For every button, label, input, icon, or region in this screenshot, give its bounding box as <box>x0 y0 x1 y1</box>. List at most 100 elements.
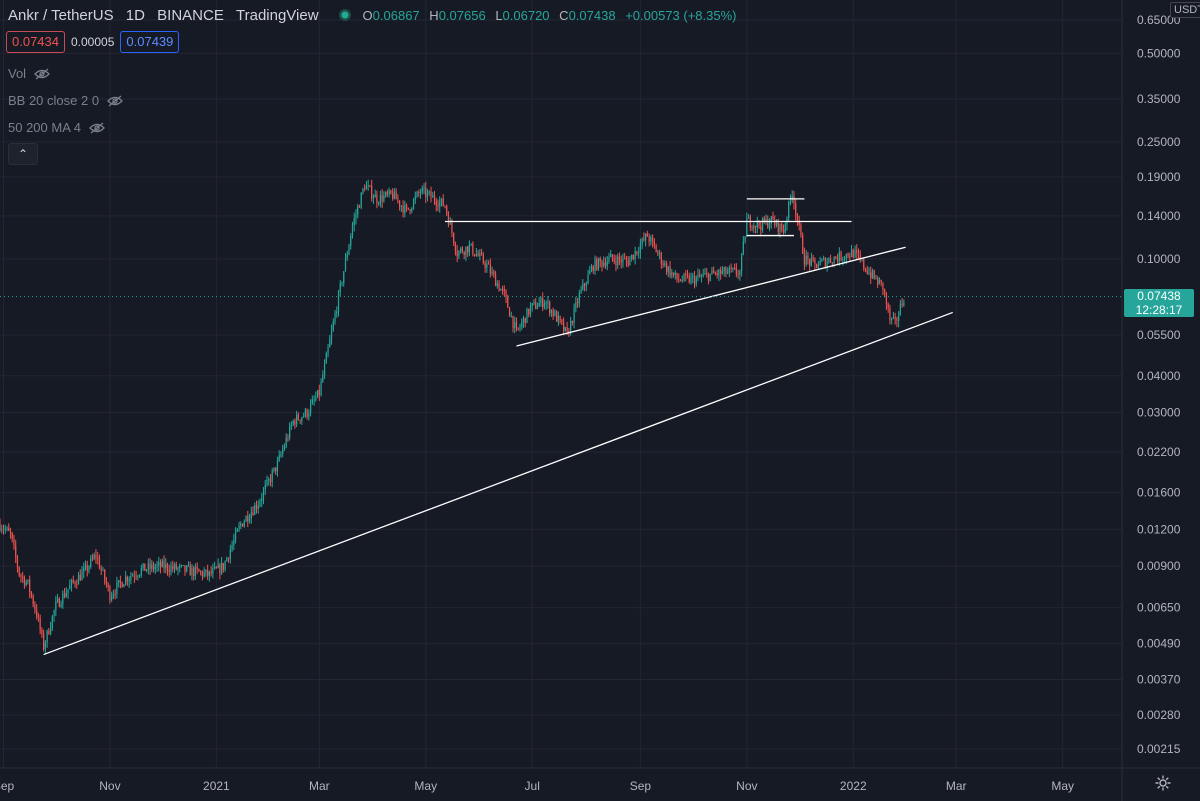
price-tick-label: 0.01600 <box>1137 486 1181 500</box>
candle-body <box>664 263 666 266</box>
candle-body <box>341 283 343 284</box>
trendline <box>43 311 953 656</box>
candle-body <box>53 610 55 616</box>
candle-body <box>170 566 172 573</box>
candle-body <box>386 192 388 194</box>
candle-body <box>238 525 240 530</box>
open-label: O <box>362 7 373 23</box>
candle-body <box>791 196 793 199</box>
candle-body <box>617 256 619 266</box>
candle-body <box>67 589 69 593</box>
indicator-volume[interactable]: Vol <box>8 66 50 81</box>
candle-body <box>344 258 347 272</box>
eye-hidden-icon[interactable] <box>34 68 50 80</box>
candle-body <box>793 196 795 204</box>
candle-body <box>166 564 169 571</box>
candle-body <box>658 253 661 254</box>
candlestick-series <box>0 179 905 655</box>
gear-icon[interactable] <box>1154 774 1172 792</box>
candle-body <box>236 529 238 532</box>
candle-body <box>177 567 179 570</box>
candle-body <box>597 258 600 270</box>
candle-body <box>351 225 354 236</box>
candle-body <box>781 223 783 230</box>
candle-body <box>296 414 298 425</box>
candle-body <box>320 381 322 396</box>
candle-body <box>824 258 826 267</box>
candle-body <box>400 205 402 207</box>
candle-body <box>140 568 142 575</box>
candle-body <box>2 529 5 531</box>
candle-body <box>805 255 807 265</box>
candle-body <box>210 571 212 574</box>
candle-body <box>627 260 629 266</box>
candle-body <box>227 557 230 559</box>
candle-body <box>292 420 294 425</box>
candle-body <box>435 201 437 206</box>
candle-body <box>540 297 542 303</box>
candle-body <box>191 567 193 576</box>
candle-body <box>405 204 408 208</box>
candle-body <box>775 220 778 226</box>
candle-body <box>699 274 701 277</box>
candle-body <box>657 252 659 254</box>
indicator-bollinger[interactable]: BB 20 close 2 0 <box>8 93 123 108</box>
candle-body <box>823 258 825 260</box>
candle-body <box>245 516 247 522</box>
candle-body <box>423 187 425 189</box>
collapse-indicators-button[interactable]: ⌃ <box>8 143 38 165</box>
market-status-icon[interactable] <box>338 9 351 21</box>
sell-button[interactable]: 0.07434 <box>6 31 65 53</box>
candle-body <box>896 318 898 321</box>
price-tick-label: 0.25000 <box>1137 135 1181 149</box>
candle-body <box>100 568 102 571</box>
candle-body <box>116 582 118 595</box>
candle-body <box>222 563 224 570</box>
time-axis[interactable]: Sep Nov 2021 Mar May Jul Sep Nov 2022 Mar May <box>0 767 1200 793</box>
candle-body <box>796 215 799 222</box>
buy-button[interactable]: 0.07439 <box>120 31 180 53</box>
indicator-moving-average[interactable]: 50 200 MA 4 <box>8 120 105 135</box>
candle-body <box>217 564 219 569</box>
candle-body <box>41 629 43 634</box>
currency-unit-label[interactable]: USDT <box>1170 2 1200 18</box>
candle-body <box>828 258 830 263</box>
trendline <box>516 246 906 347</box>
candle-body <box>0 524 1 531</box>
candle-body <box>142 563 144 569</box>
candle-body <box>77 574 80 585</box>
candle-body <box>32 595 34 605</box>
candle-body <box>395 191 397 200</box>
candle-body <box>690 276 692 283</box>
candle-body <box>453 233 455 244</box>
exchange-label: BINANCE <box>157 6 224 24</box>
eye-hidden-icon[interactable] <box>107 95 123 107</box>
candle-body <box>282 449 284 454</box>
symbol-title[interactable]: Ankr / TetherUS 1D BINANCE TradingView <box>8 7 319 24</box>
candle-body <box>898 315 900 321</box>
candle-body <box>285 438 287 447</box>
candle-body <box>456 251 458 257</box>
candle-body <box>23 577 26 586</box>
candle-body <box>515 322 518 328</box>
source-label: TradingView <box>236 6 319 24</box>
candle-body <box>709 273 711 281</box>
candle-body <box>156 565 158 568</box>
eye-hidden-icon[interactable] <box>89 122 105 134</box>
candle-body <box>524 317 526 324</box>
candle-body <box>271 471 273 483</box>
candle-body <box>304 409 306 416</box>
candle-body <box>121 582 123 588</box>
candle-body <box>753 225 755 229</box>
candle-body <box>711 270 713 274</box>
candle-body <box>842 259 844 261</box>
price-axis[interactable]: 0.65000 0.50000 0.35000 0.25000 0.19000 0.140… <box>1121 0 1200 801</box>
price-tick-label: 0.14000 <box>1137 209 1181 223</box>
candle-body <box>782 229 785 233</box>
candle-body <box>215 567 217 569</box>
candle-body <box>569 321 572 334</box>
candle-body <box>693 276 696 285</box>
candle-body <box>721 271 724 274</box>
price-tick-label: 0.00490 <box>1137 637 1181 651</box>
